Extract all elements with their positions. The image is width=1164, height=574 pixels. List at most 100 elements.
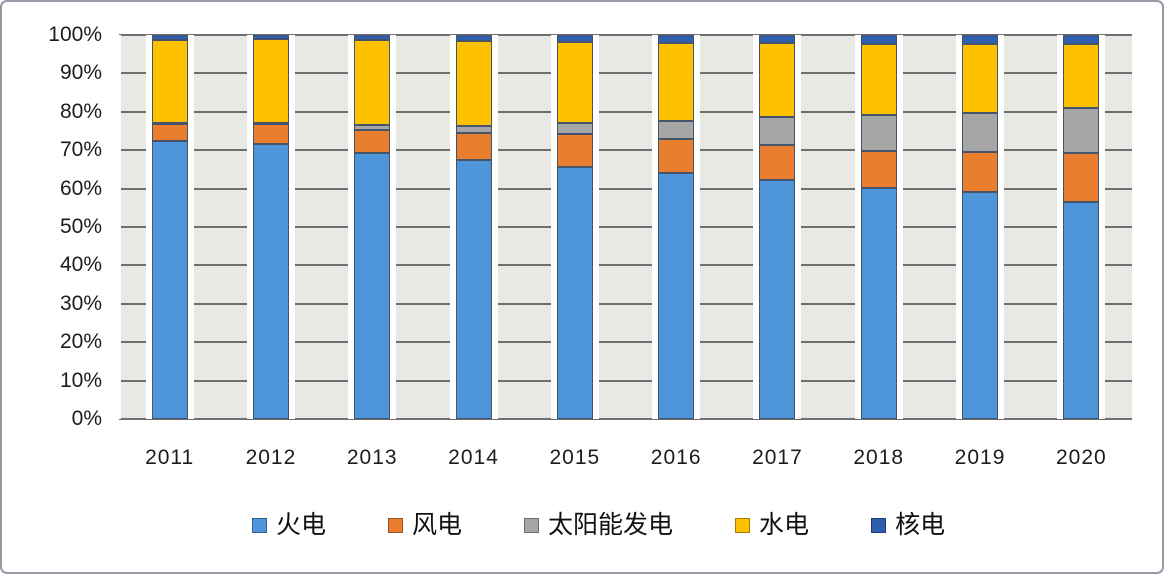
legend-swatch-icon [252, 517, 267, 533]
bar-segment-火电-2016 [658, 173, 695, 419]
x-tick-label-2012: 2012 [245, 446, 297, 469]
legend-label: 火电 [276, 511, 327, 539]
legend-item-风电: 风电 [388, 510, 462, 540]
y-tick-label-90%: 90% [59, 61, 102, 85]
stacked-bar-2020 [1063, 35, 1100, 419]
gridline-70pct [119, 149, 1132, 152]
bar-segment-风电-2019 [962, 151, 999, 192]
stacked-bar-2014 [455, 35, 492, 419]
bar-segment-水电-2012 [252, 39, 289, 123]
y-tick-label-60%: 60% [59, 176, 102, 200]
bar-segment-水电-2013 [354, 39, 391, 126]
bar-segment-风电-2016 [658, 138, 695, 174]
y-tick-label-0%: 0% [71, 407, 102, 430]
legend-swatch-icon [388, 517, 404, 533]
bar-segment-火电-2017 [759, 180, 796, 419]
plot-area [119, 34, 1132, 420]
bar-segment-核电-2014 [455, 35, 492, 41]
x-tick-label-2017: 2017 [752, 446, 803, 469]
bar-segment-风电-2012 [252, 124, 289, 145]
legend-swatch-icon [871, 517, 887, 533]
x-tick-label-2013: 2013 [346, 446, 398, 469]
x-tick-label-2015: 2015 [549, 446, 601, 469]
bar-segment-太阳能发电-2016 [658, 120, 695, 139]
x-tick-label-2011: 2011 [145, 446, 195, 469]
bar-segment-太阳能发电-2020 [1063, 108, 1100, 153]
bar-segment-风电-2018 [860, 150, 897, 188]
bar-segment-水电-2014 [455, 40, 492, 127]
stacked-bar-2015 [556, 35, 593, 419]
bar-segment-风电-2017 [759, 144, 796, 181]
bar-segment-风电-2011 [151, 124, 188, 141]
y-tick-label-100%: 100% [48, 23, 102, 46]
bar-segment-火电-2014 [455, 160, 492, 419]
y-tick-label-50%: 50% [59, 215, 102, 238]
gridline-0pct [119, 418, 1132, 420]
x-tick-label-2016: 2016 [650, 446, 702, 469]
legend-swatch-icon [735, 517, 751, 533]
gridline-40pct [119, 264, 1132, 267]
legend-item-火电: 火电 [252, 510, 326, 540]
gridline-60pct [119, 187, 1132, 190]
legend-label: 水电 [759, 511, 810, 539]
stacked-bar-2019 [962, 35, 999, 419]
bar-segment-水电-2016 [658, 42, 695, 121]
x-tick-label-2019: 2019 [954, 446, 1006, 469]
gridline-10pct [119, 379, 1132, 382]
bar-segment-核电-2012 [252, 35, 289, 40]
y-tick-label-70%: 70% [59, 138, 102, 162]
bar-segment-太阳能发电-2018 [860, 115, 897, 151]
legend-label: 太阳能发电 [548, 511, 674, 539]
y-tick-label-30%: 30% [59, 291, 102, 315]
bar-segment-水电-2019 [962, 44, 999, 113]
bar-segment-火电-2015 [556, 166, 593, 419]
stacked-bar-2011 [151, 35, 188, 419]
bar-segment-太阳能发电-2014 [455, 126, 492, 134]
bar-segment-火电-2011 [151, 140, 188, 419]
bar-segment-太阳能发电-2013 [354, 125, 391, 130]
gridline-90pct [119, 72, 1132, 75]
bar-segment-核电-2015 [556, 35, 593, 42]
gridline-80pct [119, 110, 1132, 113]
y-tick-label-20%: 20% [59, 330, 102, 354]
gridline-100pct [119, 34, 1132, 36]
bar-segment-核电-2013 [354, 35, 391, 40]
bar-segment-风电-2015 [556, 133, 593, 167]
bar-segment-火电-2012 [252, 144, 289, 419]
bar-segment-火电-2013 [354, 153, 391, 419]
x-tick-label-2018: 2018 [853, 446, 905, 469]
bar-segment-火电-2018 [860, 187, 897, 419]
bar-segment-火电-2019 [962, 191, 999, 419]
bar-segment-水电-2017 [759, 42, 796, 117]
y-tick-label-80%: 80% [59, 99, 102, 123]
y-tick-label-40%: 40% [59, 253, 102, 277]
stacked-bar-2012 [252, 35, 289, 419]
legend-label: 核电 [895, 511, 946, 539]
bar-segment-水电-2018 [860, 44, 897, 116]
x-tick-label-2020: 2020 [1055, 446, 1107, 469]
y-tick-label-10%: 10% [59, 368, 102, 392]
bar-segment-水电-2015 [556, 41, 593, 123]
bar-segment-核电-2020 [1063, 35, 1100, 44]
legend-item-水电: 水电 [735, 510, 809, 540]
legend-item-太阳能发电: 太阳能发电 [524, 510, 673, 540]
bar-segment-太阳能发电-2019 [962, 112, 999, 152]
bar-segment-风电-2020 [1063, 152, 1100, 202]
stacked-bar-2018 [860, 35, 897, 419]
bar-segment-水电-2011 [151, 39, 188, 124]
bar-segment-太阳能发电-2017 [759, 116, 796, 145]
bar-segment-核电-2019 [962, 35, 999, 45]
bar-segment-核电-2016 [658, 35, 695, 43]
legend-label: 风电 [412, 511, 463, 539]
bar-segment-风电-2014 [455, 133, 492, 161]
plot-left-edge [119, 35, 121, 419]
stacked-bar-2017 [759, 35, 796, 419]
bar-segment-核电-2017 [759, 35, 796, 43]
bar-segment-太阳能发电-2015 [556, 122, 593, 134]
bar-segment-核电-2018 [860, 35, 897, 45]
bar-segment-火电-2020 [1063, 201, 1100, 419]
legend-item-核电: 核电 [871, 510, 945, 540]
stacked-bar-2013 [354, 35, 391, 419]
gridline-30pct [119, 302, 1132, 305]
